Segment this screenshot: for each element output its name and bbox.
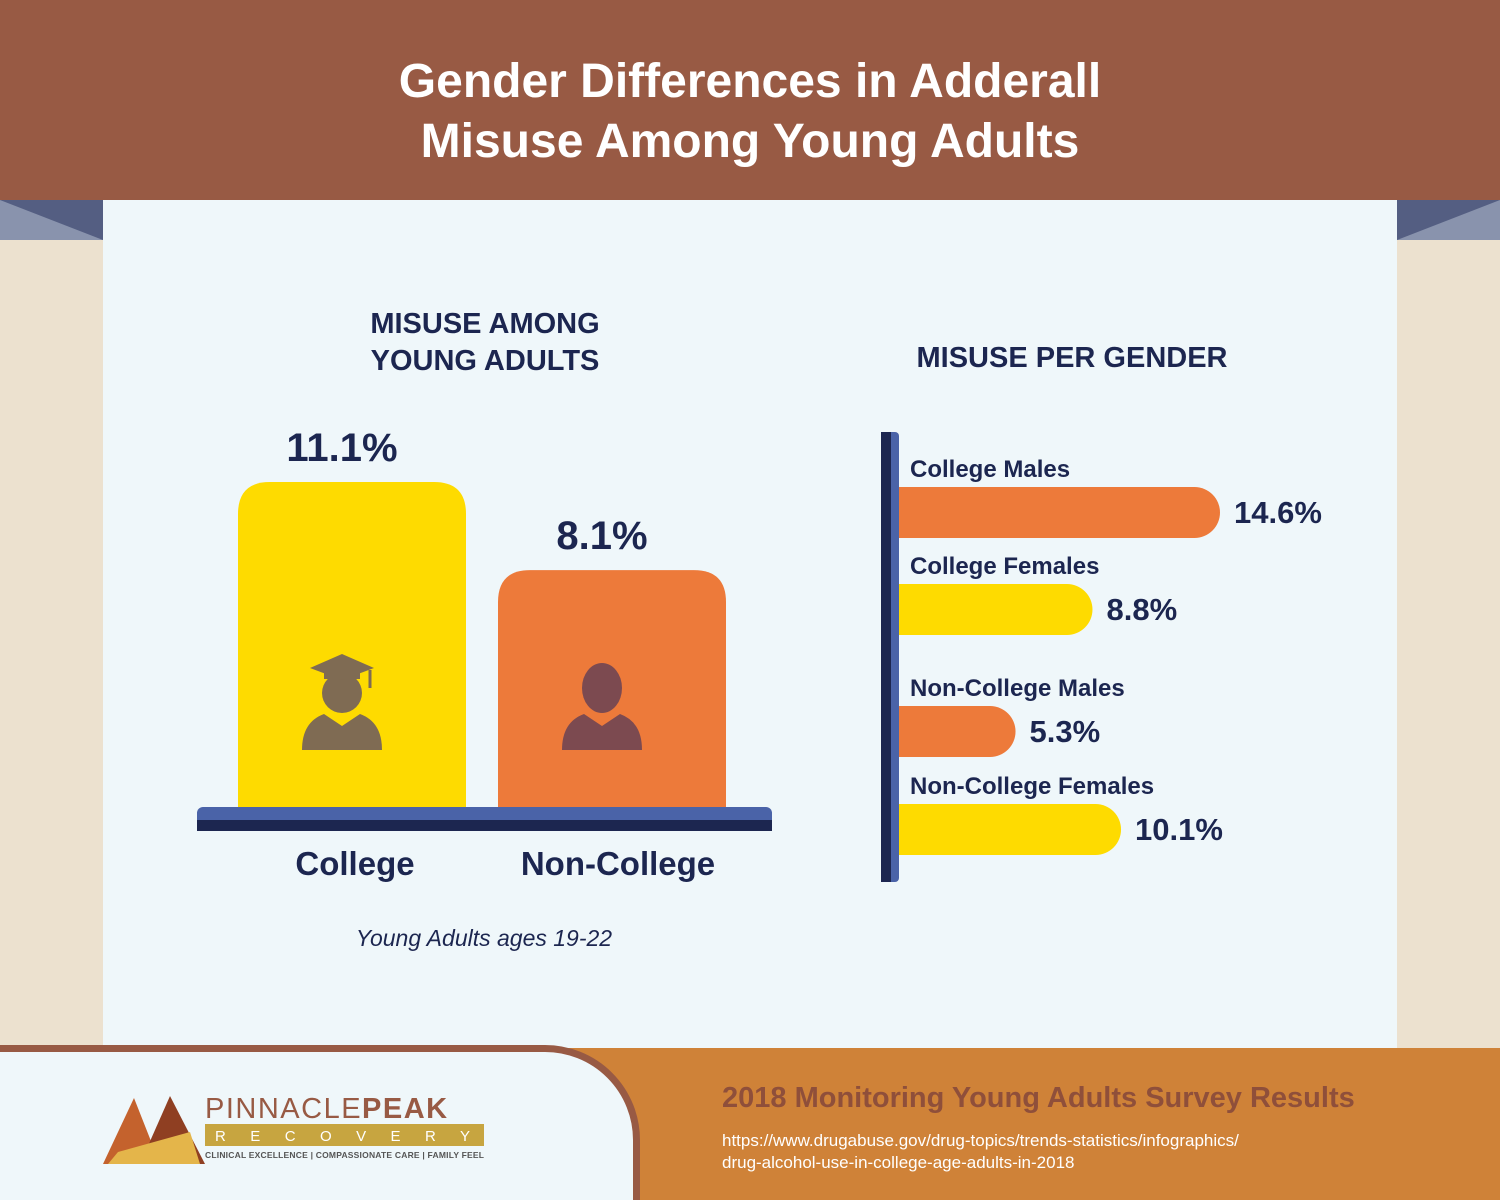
chart1-note: Young Adults ages 19-22	[356, 925, 612, 951]
bar-college	[238, 482, 466, 808]
logo-peak: PEAK	[362, 1093, 449, 1125]
page-title: Gender Differences in Adderall Misuse Am…	[0, 52, 1500, 172]
icon-shoulders	[302, 714, 382, 750]
source-url-line2[interactable]: drug-alcohol-use-in-college-age-adults-i…	[722, 1153, 1075, 1172]
hbar-category-label: Non-College Males	[910, 675, 1125, 702]
chart1-title-line2: YOUNG ADULTS	[370, 345, 600, 377]
bar-baseline-shadow	[197, 820, 772, 831]
hbar-value-label: 5.3%	[1030, 714, 1101, 749]
hbar-axis-shadow	[881, 432, 891, 882]
chart1-title: MISUSE AMONG YOUNG ADULTS	[285, 306, 685, 380]
bar-value-label: 11.1%	[286, 426, 397, 470]
icon-head	[322, 673, 362, 713]
icon-cap-band	[324, 671, 360, 679]
icon-shoulders	[562, 714, 642, 750]
hbar-category-label: Non-College Females	[910, 773, 1154, 800]
bar-value-label: 8.1%	[556, 514, 647, 558]
logo-recovery: R E C O V E R Y	[215, 1128, 470, 1145]
page-title-line2: Misuse Among Young Adults	[420, 115, 1080, 168]
logo-tagline: CLINICAL EXCELLENCE | COMPASSIONATE CARE…	[205, 1150, 484, 1160]
bar-category-label: Non-College	[521, 845, 715, 882]
person-icon	[562, 663, 642, 750]
hbar-category-label: College Males	[910, 456, 1070, 483]
svg-text:PINNACLEPEAK: PINNACLEPEAK	[205, 1093, 449, 1125]
hbar-value-label: 10.1%	[1135, 812, 1223, 847]
hbar-college-females	[899, 584, 1093, 635]
hbar-college-males	[899, 487, 1220, 538]
logo-recovery-bar	[205, 1124, 484, 1146]
hbar-non-college-females	[899, 804, 1122, 855]
logo-sun-streak	[108, 1132, 200, 1164]
icon-head	[582, 663, 622, 713]
hbar-value-label: 14.6%	[1234, 495, 1322, 530]
chart2-title: MISUSE PER GENDER	[916, 342, 1228, 374]
source-url-line1[interactable]: https://www.drugabuse.gov/drug-topics/tr…	[722, 1131, 1239, 1150]
survey-title: 2018 Monitoring Young Adults Survey Resu…	[722, 1082, 1355, 1114]
hbar-non-college-males	[899, 706, 1016, 757]
ribbon-fold-right	[1397, 200, 1500, 240]
graduate-icon	[302, 654, 382, 750]
page-title-line1: Gender Differences in Adderall	[398, 55, 1102, 108]
charts-canvas: 11.1% College 8.1% Non-College Young Adults …	[197, 426, 1322, 951]
hbar-category-label: College Females	[910, 553, 1099, 580]
ribbon-fold-left	[0, 200, 103, 240]
bar-category-label: College	[295, 845, 414, 882]
hbar-value-label: 8.8%	[1106, 592, 1177, 627]
logo: PINNACLEPEAK R E C O V E R Y CLINICAL EX…	[103, 1093, 484, 1164]
logo-pinnacle: PINNACLE	[205, 1093, 362, 1125]
footer-logo-box	[0, 1045, 640, 1200]
header-banner: Gender Differences in Adderall Misuse Am…	[0, 0, 1500, 200]
chart1-title-line1: MISUSE AMONG	[370, 308, 600, 340]
